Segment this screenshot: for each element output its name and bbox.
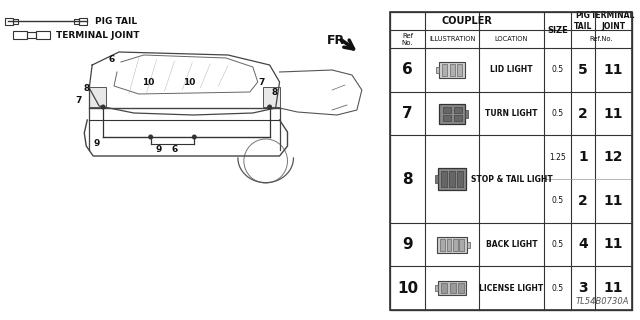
- Text: 10: 10: [183, 77, 196, 86]
- Text: 6: 6: [402, 62, 413, 77]
- Text: 10: 10: [143, 77, 155, 86]
- Text: 11: 11: [604, 107, 623, 121]
- Text: 8: 8: [402, 172, 413, 187]
- Bar: [390, 12, 632, 310]
- Text: 9: 9: [402, 237, 413, 252]
- Bar: [439, 62, 465, 78]
- Bar: [262, 87, 280, 107]
- Text: 0.5: 0.5: [552, 240, 564, 249]
- Circle shape: [101, 105, 105, 109]
- Text: BACK LIGHT: BACK LIGHT: [486, 240, 538, 249]
- Bar: [79, 18, 87, 25]
- Text: 3: 3: [578, 281, 588, 295]
- Bar: [441, 171, 447, 187]
- Text: 11: 11: [604, 63, 623, 77]
- Text: FR.: FR.: [327, 34, 350, 46]
- Text: 11: 11: [604, 194, 623, 208]
- Text: TERMINAL
JOINT: TERMINAL JOINT: [591, 11, 636, 31]
- Bar: [435, 175, 438, 183]
- Bar: [439, 103, 465, 124]
- Bar: [440, 238, 445, 251]
- Bar: [13, 31, 27, 39]
- Text: 11: 11: [604, 281, 623, 295]
- Text: 9: 9: [156, 145, 162, 154]
- Text: Ref
No.: Ref No.: [402, 33, 413, 45]
- Text: 0.5: 0.5: [552, 109, 564, 118]
- Text: 0.5: 0.5: [552, 65, 564, 74]
- Bar: [454, 107, 462, 113]
- Bar: [460, 238, 464, 251]
- Bar: [27, 32, 36, 38]
- Text: 8: 8: [83, 84, 90, 92]
- Text: Ref.No.: Ref.No.: [589, 36, 613, 42]
- Bar: [74, 19, 79, 23]
- Text: 12: 12: [604, 150, 623, 164]
- Text: PIG TAIL: PIG TAIL: [95, 17, 138, 26]
- Circle shape: [268, 105, 271, 109]
- Bar: [437, 236, 467, 252]
- Text: 8: 8: [271, 87, 278, 97]
- Bar: [36, 31, 49, 39]
- Text: 7: 7: [402, 106, 413, 121]
- Bar: [447, 238, 451, 251]
- Text: 1: 1: [578, 150, 588, 164]
- Bar: [453, 238, 458, 251]
- Text: 0.5: 0.5: [552, 196, 564, 205]
- Bar: [442, 64, 447, 76]
- Bar: [438, 168, 466, 190]
- Bar: [458, 283, 464, 293]
- Bar: [436, 67, 439, 73]
- Text: 4: 4: [578, 237, 588, 252]
- Text: COUPLER: COUPLER: [442, 16, 492, 26]
- Text: 0.5: 0.5: [552, 284, 564, 293]
- Text: 6: 6: [109, 54, 115, 63]
- Text: 11: 11: [604, 237, 623, 252]
- Bar: [13, 19, 18, 23]
- Text: TL54B0730A: TL54B0730A: [576, 297, 630, 306]
- Circle shape: [149, 135, 152, 139]
- Text: LOCATION: LOCATION: [495, 36, 528, 42]
- Text: SIZE: SIZE: [547, 26, 568, 35]
- Bar: [457, 64, 462, 76]
- Circle shape: [193, 135, 196, 139]
- Bar: [454, 115, 462, 121]
- Text: 2: 2: [578, 194, 588, 208]
- Bar: [435, 285, 438, 291]
- Text: 7: 7: [259, 77, 265, 86]
- Bar: [449, 64, 454, 76]
- Text: LID LIGHT: LID LIGHT: [490, 65, 533, 74]
- Bar: [449, 171, 455, 187]
- Text: TURN LIGHT: TURN LIGHT: [485, 109, 538, 118]
- Text: 7: 7: [75, 95, 81, 105]
- Text: 2: 2: [578, 107, 588, 121]
- Bar: [5, 18, 13, 25]
- Bar: [443, 107, 451, 113]
- Text: 10: 10: [397, 281, 418, 296]
- Text: STOP & TAIL LIGHT: STOP & TAIL LIGHT: [470, 174, 552, 183]
- Bar: [457, 171, 463, 187]
- Bar: [89, 87, 106, 107]
- Bar: [441, 283, 447, 293]
- Bar: [438, 281, 466, 295]
- Bar: [390, 12, 632, 310]
- Bar: [449, 283, 456, 293]
- Text: LICENSE LIGHT: LICENSE LIGHT: [479, 284, 543, 293]
- Bar: [465, 109, 468, 117]
- Text: 6: 6: [172, 145, 178, 154]
- Text: ILLUSTRATION: ILLUSTRATION: [429, 36, 476, 42]
- Text: 5: 5: [578, 63, 588, 77]
- Bar: [467, 242, 470, 247]
- Text: PIG
TAIL: PIG TAIL: [573, 11, 592, 31]
- Text: TERMINAL JOINT: TERMINAL JOINT: [56, 30, 139, 39]
- Text: 9: 9: [94, 139, 100, 148]
- Bar: [443, 115, 451, 121]
- Text: 1.25: 1.25: [549, 153, 566, 162]
